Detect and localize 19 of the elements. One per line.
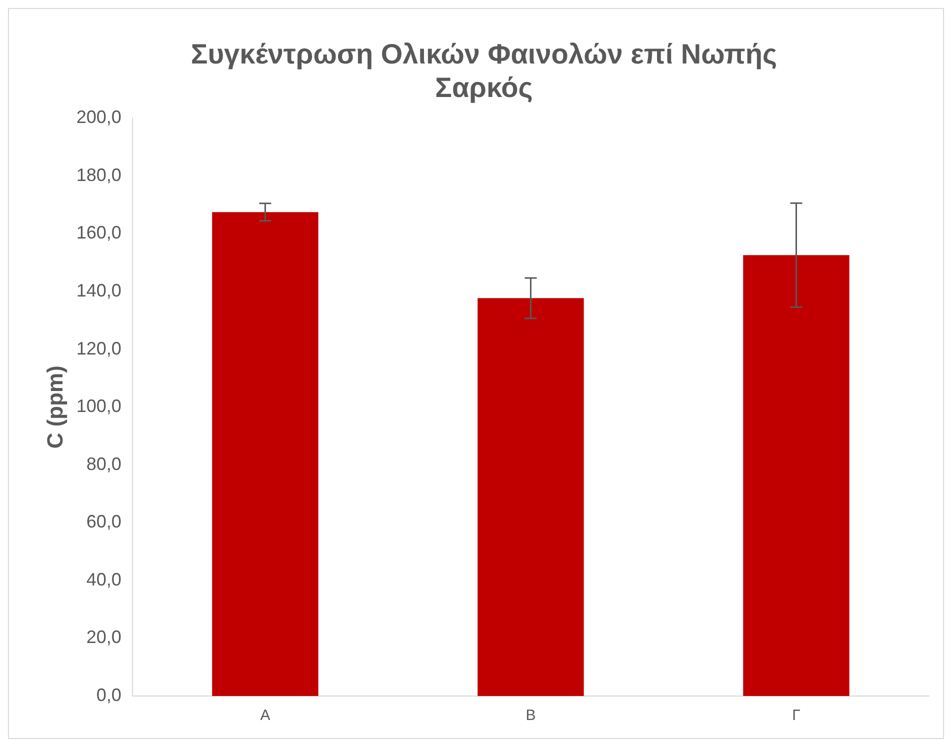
y-tick-label: 200,0 — [76, 107, 122, 128]
y-tick-label: 60,0 — [86, 512, 122, 532]
x-tick-label: Α — [260, 707, 270, 724]
bar — [478, 298, 584, 696]
bar — [212, 212, 318, 696]
y-tick-label: 180,0 — [76, 164, 122, 185]
y-tick-label: 120,0 — [76, 338, 122, 358]
y-tick-label: 160,0 — [76, 222, 122, 243]
x-tick-label: Γ — [792, 707, 800, 724]
x-tick-label: Β — [526, 707, 536, 724]
y-axis-title: C (ppm) — [42, 366, 68, 449]
y-tick-label: 80,0 — [86, 454, 122, 474]
y-tick-label: 140,0 — [76, 280, 122, 301]
y-tick-label: 40,0 — [86, 569, 122, 590]
y-tick-label: 20,0 — [86, 627, 122, 648]
y-tick-label: 0,0 — [96, 684, 122, 705]
chart-title: Συγκέντρωση Ολικών Φαινολών επί Νωπής Σαρκός — [190, 38, 778, 104]
y-tick-label: 100,0 — [76, 396, 122, 416]
bar — [743, 255, 850, 696]
